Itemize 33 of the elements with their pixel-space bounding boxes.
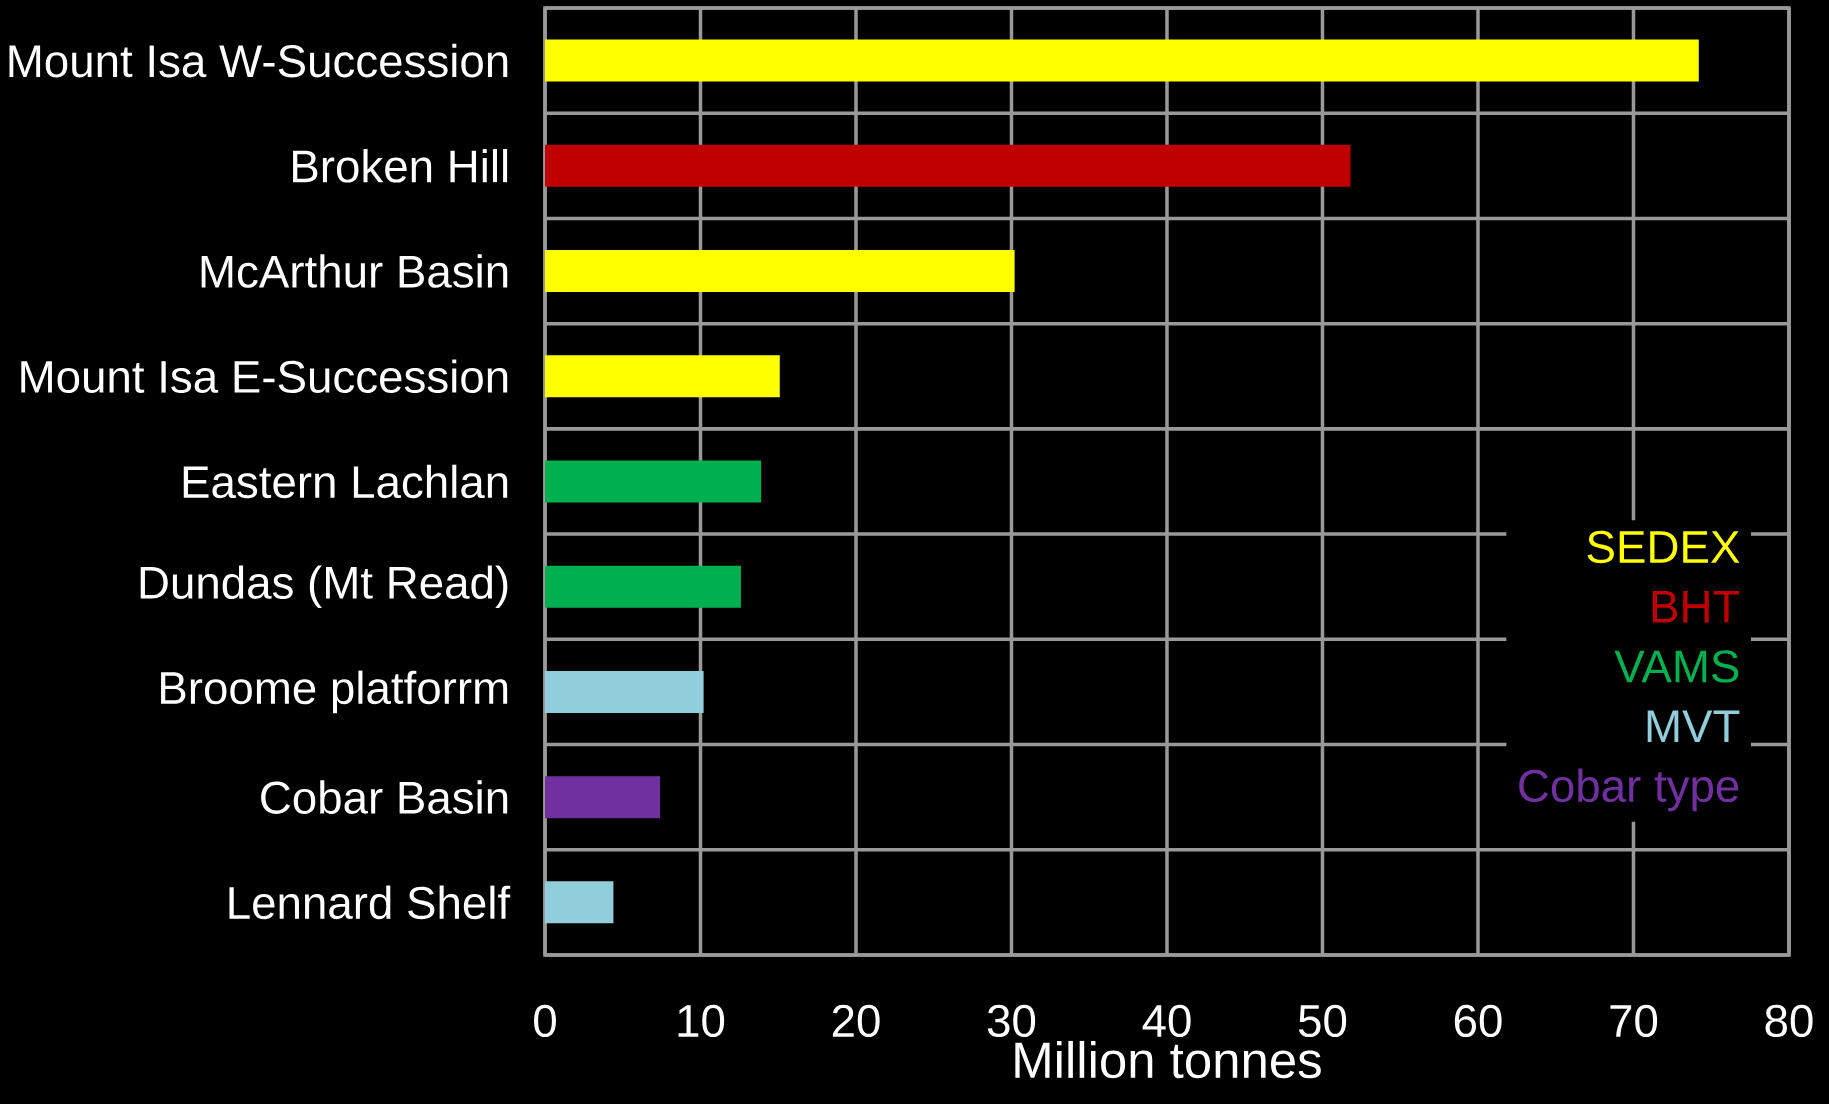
text: MVT — [1647, 710, 1740, 742]
bar — [545, 881, 614, 924]
x-tick-label: 20 — [832, 1004, 880, 1038]
bar — [545, 565, 741, 608]
x-tick-label: 70 — [1610, 1004, 1658, 1038]
y-tick-label: Eastern Lachlan — [183, 464, 508, 499]
x-tick-label: 50 — [1298, 1004, 1347, 1038]
y-tick-label: Cobar Basin — [261, 780, 508, 814]
x-tick-label: 30 — [987, 1004, 1036, 1038]
bar — [545, 144, 1351, 187]
bar — [545, 39, 1699, 82]
x-tick-label: 10 — [678, 1004, 725, 1038]
bar — [545, 670, 704, 713]
y-tick-label: Broome platforrm — [161, 670, 508, 714]
y-tick-label: Dundas (Mt Read) — [140, 565, 508, 609]
x-axis-title: Million tonnes — [1015, 1040, 1321, 1079]
text: Cobar type — [1519, 768, 1739, 812]
y-tick-label: Broken Hill — [293, 149, 508, 183]
x-tick-label: 60 — [1454, 1004, 1502, 1038]
text: BHT — [1652, 591, 1740, 623]
bar — [545, 460, 762, 503]
x-tick-label: 80 — [1765, 1004, 1813, 1038]
y-tick-label: Lennard Shelf — [229, 885, 511, 920]
y-tick-label: Mount Isa W-Succession — [9, 43, 508, 78]
y-tick-label: McArthur Basin — [201, 254, 508, 288]
bar — [545, 250, 1015, 293]
x-tick-label: 0 — [534, 1004, 556, 1038]
bar — [545, 355, 780, 398]
x-tick-label: 40 — [1142, 1004, 1191, 1038]
bar — [545, 776, 661, 819]
text: SEDEX — [1587, 530, 1740, 564]
y-tick-label: Mount Isa E-Succession — [21, 359, 508, 394]
text: VAMS — [1614, 650, 1739, 683]
